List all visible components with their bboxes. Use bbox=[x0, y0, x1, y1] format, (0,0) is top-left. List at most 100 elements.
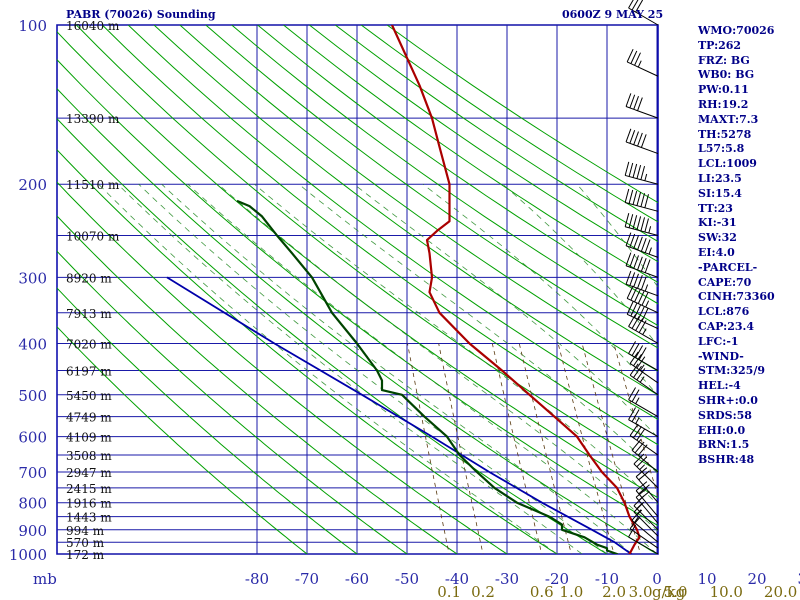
wind-barb-staff bbox=[626, 297, 659, 314]
wind-barb-flag bbox=[636, 164, 642, 179]
dry-adiabat bbox=[283, 25, 658, 284]
height-label: 4109 m bbox=[66, 431, 112, 445]
temperature-tick-label: -70 bbox=[295, 570, 319, 588]
wind-barb-flag bbox=[626, 48, 634, 63]
wind-barb bbox=[629, 363, 659, 396]
stability-index-23: STM:325/9 bbox=[698, 364, 765, 378]
wind-barb-half-flag bbox=[634, 517, 640, 524]
stability-index-25: SHR+:0.0 bbox=[698, 393, 758, 407]
wind-barb-flag bbox=[629, 253, 636, 268]
wind-barb-half-flag bbox=[648, 226, 652, 234]
wind-barb-flag bbox=[637, 256, 643, 271]
wind-barb-flag bbox=[633, 235, 639, 249]
station-title: PABR (70026) Sounding bbox=[66, 8, 216, 21]
wind-barb-flag bbox=[634, 304, 641, 318]
wind-barb-flag bbox=[638, 470, 650, 481]
temperature-tick-label: 0 bbox=[652, 570, 662, 588]
stability-index-22: -WIND- bbox=[698, 349, 744, 363]
parcel-trace bbox=[166, 276, 633, 554]
wind-barb bbox=[629, 516, 659, 549]
wind-barb-half-flag bbox=[642, 328, 647, 335]
temperature-tick-label: -60 bbox=[345, 570, 369, 588]
temperature-tick-label: -80 bbox=[245, 570, 269, 588]
mixing-ratio-line bbox=[491, 343, 543, 554]
wind-barb-flag bbox=[640, 276, 647, 290]
wind-barb-staff bbox=[625, 265, 659, 278]
wind-barb bbox=[635, 487, 659, 524]
wind-barb-staff bbox=[626, 313, 659, 330]
wind-barb-flag bbox=[626, 301, 634, 315]
dry-adiabat bbox=[205, 25, 658, 349]
wind-barb-half-flag bbox=[636, 503, 643, 509]
wind-barb-staff bbox=[629, 528, 659, 549]
wind-barb-flag bbox=[637, 290, 645, 304]
moist-adiabat bbox=[422, 183, 658, 397]
dry-adiabat bbox=[57, 59, 658, 527]
stability-index-18: CINH:73360 bbox=[698, 290, 775, 304]
height-label: 3508 m bbox=[66, 449, 112, 463]
wind-barb-flag bbox=[633, 95, 639, 110]
stability-index-6: MAXT:7.3 bbox=[698, 112, 759, 126]
stability-index-24: HEL:-4 bbox=[698, 379, 741, 393]
wind-barb-half-flag bbox=[648, 247, 652, 255]
wind-barb-flag bbox=[624, 213, 630, 227]
wind-barb-flag bbox=[626, 285, 634, 299]
sounding-datetime: 0600Z 9 MAY 25 bbox=[562, 8, 664, 21]
wind-barb-flag bbox=[640, 193, 646, 207]
mixing-ratio-label: 2.0 bbox=[602, 583, 626, 600]
wind-barb-flag bbox=[631, 409, 640, 422]
mixing-ratio-label: 10.0 bbox=[710, 583, 743, 600]
wind-barb-flag bbox=[636, 192, 642, 206]
stability-index-9: LCL:1009 bbox=[698, 157, 757, 171]
wind-barb-flag bbox=[633, 453, 645, 465]
stability-index-8: L57:5.8 bbox=[698, 142, 745, 156]
stability-index-17: CAPE:70 bbox=[698, 275, 752, 289]
wind-barb-flag bbox=[628, 341, 636, 354]
wind-barb-staff bbox=[626, 61, 659, 77]
pressure-tick-label: 900 bbox=[18, 522, 47, 540]
wind-barb-flag bbox=[629, 351, 639, 364]
wind-barb-flag bbox=[633, 255, 639, 269]
pressure-tick-label: 300 bbox=[18, 269, 47, 287]
stability-index-28: BRN:1.5 bbox=[698, 438, 750, 452]
wind-barb-flag bbox=[631, 343, 640, 356]
stability-index-5: RH:19.2 bbox=[698, 97, 749, 111]
wind-barb-half-flag bbox=[636, 509, 643, 516]
pressure-tick-label: 400 bbox=[18, 335, 47, 353]
dry-adiabat bbox=[57, 88, 658, 554]
height-label: 2415 m bbox=[66, 482, 112, 496]
wind-barb-flag bbox=[632, 190, 638, 205]
height-label: 10070 m bbox=[66, 230, 120, 244]
stability-index-10: LI:23.5 bbox=[698, 171, 742, 185]
wind-barb-staff bbox=[625, 141, 659, 155]
wind-barb-flag bbox=[633, 354, 642, 367]
wind-barb-staff bbox=[625, 106, 659, 119]
dry-adiabat bbox=[101, 25, 658, 446]
temperature-tick-label: -50 bbox=[395, 570, 419, 588]
pressure-tick-label: 700 bbox=[18, 464, 47, 482]
wind-barb-staff bbox=[635, 490, 659, 517]
wind-barb-flag bbox=[633, 365, 642, 378]
dry-adiabat bbox=[57, 287, 358, 554]
height-label: 570 m bbox=[66, 536, 105, 550]
wind-barb-flag bbox=[638, 347, 647, 360]
moist-adiabats bbox=[98, 183, 658, 554]
wind-barb bbox=[628, 524, 659, 555]
wind-barb-flag bbox=[635, 487, 648, 498]
wind-barb-staff bbox=[633, 511, 659, 537]
stability-index-1: TP:262 bbox=[698, 38, 742, 52]
wind-barb-flag bbox=[634, 52, 641, 66]
wind-barb-flag bbox=[628, 214, 634, 228]
stability-index-26: SRDS:58 bbox=[698, 408, 752, 422]
wind-barb bbox=[625, 270, 659, 297]
sounding-profiles bbox=[166, 25, 641, 554]
wind-barb-staff bbox=[628, 7, 659, 26]
dry-adiabat bbox=[153, 25, 658, 396]
wind-barb-flag bbox=[628, 314, 636, 327]
pressure-tick-label: 100 bbox=[18, 17, 47, 35]
mixing-ratio-label: 5.0 bbox=[664, 583, 688, 600]
wind-barb-flag bbox=[644, 218, 649, 233]
stability-index-11: SI:15.4 bbox=[698, 186, 742, 200]
wind-barb-flag bbox=[632, 163, 638, 178]
wind-barb-flag bbox=[644, 259, 651, 273]
